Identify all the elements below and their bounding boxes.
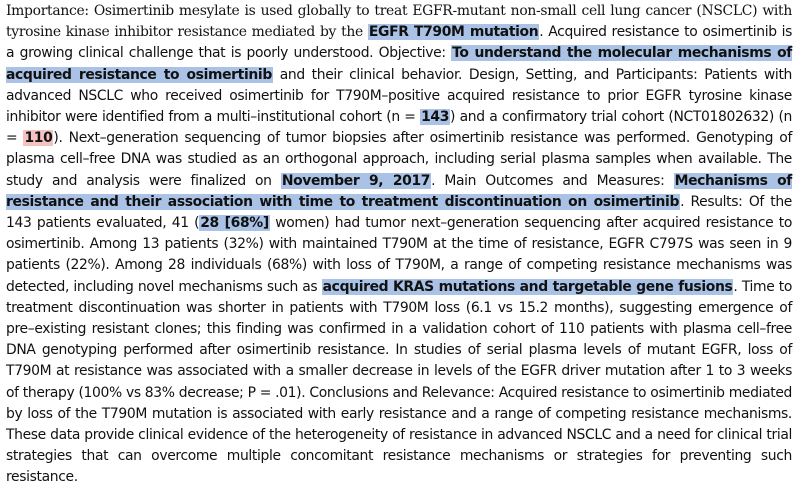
highlight-cohort-110: 110 [23,130,54,147]
abstract-text-sequencing: ). Next–generation sequencing of tumor b… [6,130,792,189]
abstract-text-importance: Importance: Osimertinib mesylate is used… [6,3,792,41]
abstract-document: Importance: Osimertinib mesylate is used… [6,0,792,489]
abstract-text-confirmatory: ) and a confirmatory trial cohort (NCT01… [6,109,792,147]
highlight-women-count: 28 [68%] [199,215,270,232]
abstract-text-outcomes-intro: . Main Outcomes and Measures: [431,172,674,189]
abstract-text-results-intro: . Results: Of the 143 patients evaluated… [6,193,793,232]
highlight-cohort-143: 143 [420,109,451,126]
highlight-date: November 9, 2017 [280,172,432,189]
abstract-text-conclusions: . Time to treatment discontinuation was … [6,278,792,486]
highlight-egfr-t790m: EGFR T790M mutation [367,24,540,41]
abstract-text-results: women) had tumor next–generation sequenc… [6,215,792,295]
abstract-paragraph: Importance: Osimertinib mesylate is used… [6,0,792,489]
highlight-novel-mechanisms: acquired KRAS mutations and targetable g… [321,278,734,295]
abstract-text-design: and their clinical behavior. Design, Set… [6,66,792,126]
abstract-text-objective-intro: . Acquired resistance to osimertinib is … [6,24,792,62]
